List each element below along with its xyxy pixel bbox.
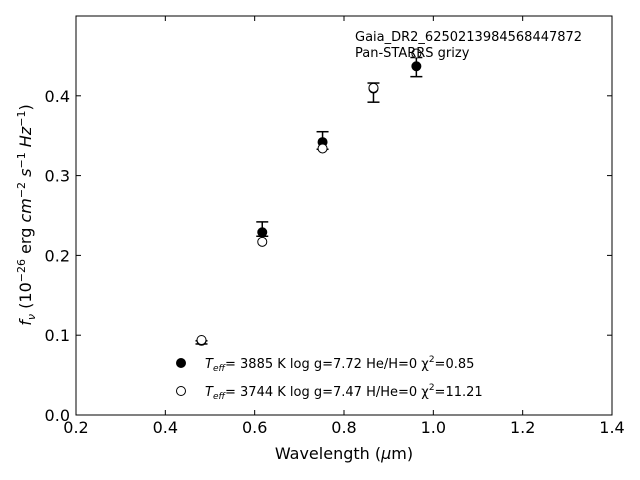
model-point-filled [257,227,268,238]
model-point-open [317,143,328,154]
axis-ticks [75,16,613,416]
x-tick-label: 0.6 [242,418,267,437]
model-point-open [196,334,207,345]
legend-entry: Teff= 3885 K log g=7.72 He/H=0 χ2=0.85 [205,355,474,374]
annotation-survey: Pan-STARRS grizy [355,46,470,61]
x-tick-label: 1.0 [421,418,446,437]
legend-marker [176,386,186,396]
legend-marker [176,358,186,368]
annotation-object-id: Gaia_DR2_6250213984568447872 [355,30,582,45]
y-tick-label: 0.1 [45,326,70,345]
model-point-open [257,236,268,247]
axis-tick-labels: 0.2 0.4 0.6 0.8 1.0 1.2 1.4 0.0 0.1 0.2 0.3 0.4 [45,87,625,437]
legend-entry: Teff= 3744 K log g=7.47 H/He=0 χ2=11.21 [205,383,483,402]
model-point-open [411,48,422,59]
y-tick-label: 0.0 [45,406,70,425]
x-tick-label: 1.2 [510,418,535,437]
plot-frame [75,15,613,416]
y-tick-label: 0.2 [45,246,70,265]
x-tick-label: 0.4 [153,418,178,437]
model-point-open [368,82,379,93]
data-points [196,48,422,346]
y-tick-label: 0.3 [45,167,70,186]
y-axis-label: fν (10−26 erg cm−2 s−1 Hz−1) [15,104,38,325]
legend: Teff= 3885 K log g=7.72 He/H=0 χ2=0.85 Te… [176,355,483,402]
x-tick-label: 0.2 [63,418,88,437]
y-tick-label: 0.4 [45,87,70,106]
x-tick-label: 0.8 [331,418,356,437]
model-point-filled [411,61,422,72]
x-axis-label: Wavelength (μm) [275,444,413,463]
error-bars [195,56,423,345]
x-tick-label: 1.4 [599,418,624,437]
